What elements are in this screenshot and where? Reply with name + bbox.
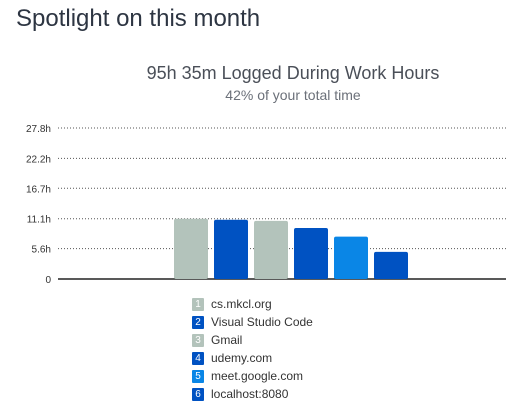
y-tick-label: 5.6h	[32, 245, 51, 256]
legend-item[interactable]: 3 Gmail	[192, 331, 313, 349]
chart-legend: 1 cs.mkcl.org 2 Visual Studio Code 3 Gmail 4 ud…	[192, 295, 313, 403]
legend-item[interactable]: 2 Visual Studio Code	[192, 313, 313, 331]
bar-5[interactable]	[334, 236, 368, 279]
bar-6[interactable]	[374, 251, 408, 279]
legend-label: meet.google.com	[211, 369, 304, 383]
bar-4[interactable]	[294, 227, 328, 279]
legend-label: Gmail	[211, 333, 243, 347]
legend-label: Visual Studio Code	[211, 315, 313, 329]
bar-chart: 0 5.6h 11.1h 16.7h 22.2h 27.8h	[26, 124, 506, 286]
summary-subtitle: 42% of your total time	[225, 87, 361, 103]
bar-3[interactable]	[254, 220, 288, 279]
legend-index-badge: 4	[192, 351, 204, 365]
page-heading: Spotlight on this month	[16, 5, 261, 32]
legend-index-badge: 2	[192, 315, 204, 329]
y-tick-label: 0	[45, 275, 51, 286]
legend-item[interactable]: 1 cs.mkcl.org	[192, 295, 313, 313]
legend-index-badge: 6	[192, 387, 204, 401]
legend-item[interactable]: 6 localhost:8080	[192, 385, 313, 403]
summary-title: 95h 35m Logged During Work Hours	[146, 63, 440, 83]
legend-item[interactable]: 5 meet.google.com	[192, 367, 313, 385]
legend-label: localhost:8080	[211, 387, 289, 401]
legend-label: cs.mkcl.org	[211, 297, 272, 311]
legend-index-badge: 5	[192, 369, 204, 383]
legend-index-badge: 3	[192, 333, 204, 347]
bar-2[interactable]	[214, 219, 248, 279]
legend-item[interactable]: 4 udemy.com	[192, 349, 313, 367]
y-tick-label: 16.7h	[26, 184, 51, 195]
y-tick-label: 27.8h	[26, 124, 51, 135]
bar-1[interactable]	[174, 218, 208, 279]
legend-index-badge: 1	[192, 297, 204, 311]
legend-label: udemy.com	[211, 351, 273, 365]
y-tick-label: 22.2h	[26, 154, 51, 165]
y-tick-label: 11.1h	[27, 215, 51, 226]
